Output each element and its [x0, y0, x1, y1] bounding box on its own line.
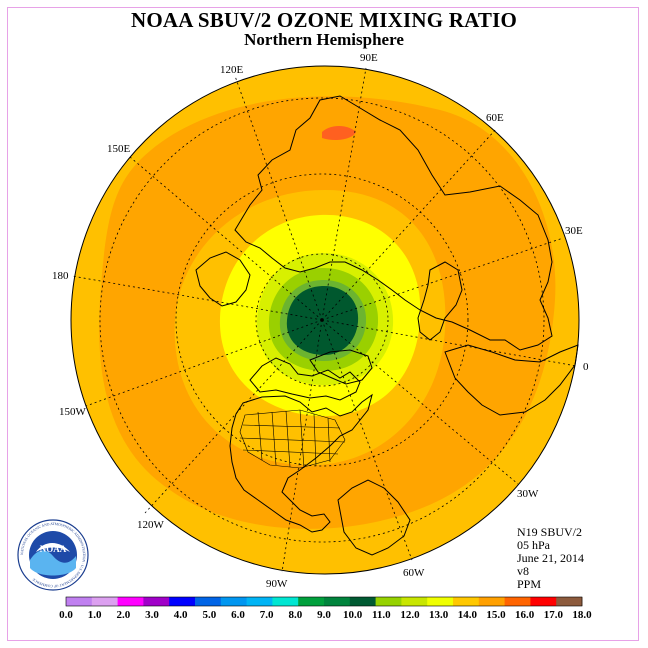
coastline-eurasia: [234, 95, 553, 351]
latitude-circle-70: [255, 253, 389, 387]
colorbar-tick-label: 10.0: [343, 609, 363, 621]
colorbar-tick-label: 0.0: [59, 609, 73, 621]
colorbar-swatch: [401, 597, 428, 606]
info-date: June 21, 2014: [517, 551, 584, 565]
meridian-150e: [129, 156, 323, 321]
colorbar-swatch: [298, 597, 325, 606]
lon-label-120e: 120E: [220, 64, 244, 76]
colorbar-tick-label: 9.0: [317, 609, 331, 621]
meridian-60e: [321, 127, 498, 321]
meridian-150w: [85, 319, 323, 407]
colorbar-tick-label: 7.0: [260, 609, 274, 621]
colorbar-tick-label: 4.0: [174, 609, 188, 621]
lon-label-60w: 60W: [403, 567, 425, 579]
coastline-africa: [444, 344, 579, 416]
colorbar-tick-label: 17.0: [544, 609, 564, 621]
colorbar-tick-label: 1.0: [88, 609, 102, 621]
coastlines: [195, 95, 579, 556]
colorbar-swatch: [453, 597, 480, 606]
colorbar-tick-label: 13.0: [429, 609, 449, 621]
page-title: NOAA SBUV/2 OZONE MIXING RATIO: [131, 8, 517, 32]
lon-label-90e: 90E: [360, 52, 378, 64]
colorbar-swatch: [66, 597, 93, 606]
colorbar-tick-label: 5.0: [202, 609, 216, 621]
meridian-120e: [234, 75, 323, 321]
colorbar-tick-label: 11.0: [372, 609, 391, 621]
colorbar-swatch: [220, 597, 247, 606]
colorbar-swatch: [143, 597, 170, 606]
coastline-greenland: [309, 349, 373, 385]
colorbar-swatch: [530, 597, 557, 606]
latitude-circle-50: [175, 173, 469, 467]
colorbar-tick-label: 2.0: [116, 609, 130, 621]
noaa-logo: NOAA NATIONAL OCEANIC AND ATMOSPHERIC AD…: [17, 519, 89, 591]
lon-label-150w: 150W: [59, 406, 87, 418]
longitude-labels: 90E 60E 30E 0 30W 60W 90W 120W 150W 180 …: [52, 52, 589, 590]
lon-label-90w: 90W: [266, 578, 288, 590]
colorbar-swatch: [478, 597, 505, 606]
lon-label-30e: 30E: [565, 225, 583, 237]
colorbar-tick-label: 6.0: [231, 609, 245, 621]
meridian-120w: [144, 319, 323, 514]
colorbar-swatch: [324, 597, 351, 606]
ozone-hotspot-15-16: [322, 126, 356, 140]
hemisphere-boundary: [70, 65, 580, 575]
noaa-logo-text: NOAA: [40, 544, 67, 554]
colorbar-tick-label: 3.0: [145, 609, 159, 621]
colorbar-swatch: [375, 597, 402, 606]
noaa-logo-wave: [30, 550, 76, 576]
lon-label-30w: 30W: [517, 488, 539, 500]
graticule: [71, 67, 577, 573]
meridian-0: [321, 319, 577, 367]
colorbar-swatch: [91, 597, 118, 606]
colorbar-swatch: [246, 597, 273, 606]
lon-label-0: 0: [583, 361, 589, 373]
colorbar-swatch: [272, 597, 299, 606]
colorbar-tick-label: 15.0: [486, 609, 506, 621]
lon-label-150e: 150E: [107, 143, 131, 155]
colorbar: 0.0 1.0 2.0 3.0 4.0 5.0 6.0 7.0 8.0 9.0 10.0 11.0 12…: [59, 596, 592, 621]
info-version: v8: [517, 564, 529, 578]
us-state-grid: [239, 409, 346, 469]
coastline-europe: [417, 261, 463, 341]
ozone-band-14-15: [99, 96, 556, 529]
colorbar-border: [65, 596, 583, 607]
page-subtitle: Northern Hemisphere: [244, 30, 404, 49]
meridian-180: [71, 275, 323, 321]
coastline-alaska: [195, 251, 251, 307]
lon-label-60e: 60E: [486, 112, 504, 124]
info-pressure: 05 hPa: [517, 538, 550, 552]
colorbar-tick-label: 18.0: [572, 609, 592, 621]
colorbar-swatch: [117, 597, 144, 606]
lon-label-180: 180: [52, 270, 69, 282]
ozone-field: [71, 66, 579, 574]
colorbar-tick-label: 12.0: [400, 609, 420, 621]
colorbar-tick-label: 8.0: [288, 609, 302, 621]
coastline-south-america: [337, 479, 411, 556]
latitude-circle-30: [99, 97, 545, 543]
colorbar-tick-label: 16.0: [515, 609, 535, 621]
coastline-canada-north: [249, 357, 361, 401]
info-instrument: N19 SBUV/2: [517, 525, 583, 539]
lon-label-120w: 120W: [137, 519, 165, 531]
colorbar-tick-label: 14.0: [458, 609, 478, 621]
colorbar-swatch: [504, 597, 531, 606]
noaa-logo-bird: [36, 543, 70, 552]
colorbar-swatch: [427, 597, 454, 606]
info-units: PPM: [517, 577, 542, 591]
colorbar-swatch: [195, 597, 222, 606]
coastline-north-america: [229, 393, 373, 533]
colorbar-swatch: [556, 597, 583, 606]
colorbar-swatch: [349, 597, 376, 606]
colorbar-swatch: [169, 597, 196, 606]
